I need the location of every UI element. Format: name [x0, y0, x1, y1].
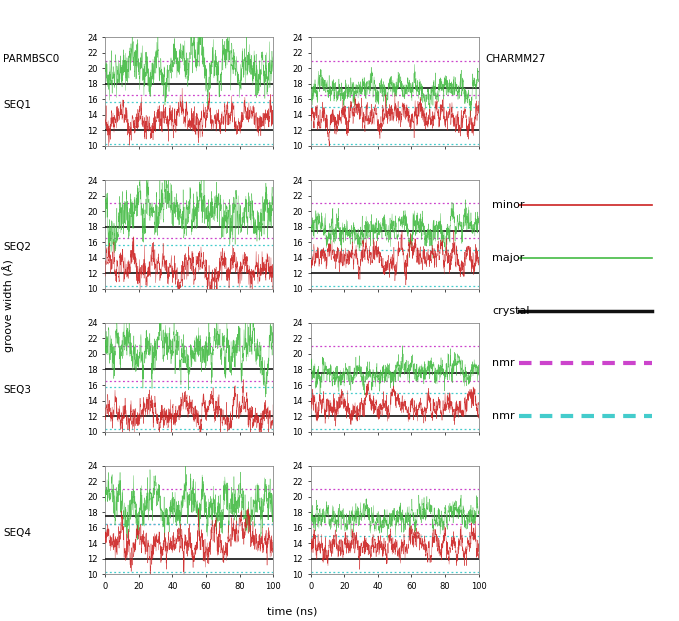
Text: major: major — [492, 253, 524, 263]
Text: SEQ4: SEQ4 — [3, 528, 31, 538]
Text: CHARMM27: CHARMM27 — [485, 53, 546, 63]
Text: SEQ2: SEQ2 — [3, 242, 31, 253]
Text: PARMBSC0: PARMBSC0 — [3, 53, 60, 63]
Text: SEQ3: SEQ3 — [3, 385, 31, 396]
Text: groove width (Å): groove width (Å) — [2, 260, 14, 352]
Text: nmr: nmr — [492, 358, 515, 368]
Text: SEQ1: SEQ1 — [3, 99, 31, 110]
Text: minor: minor — [492, 200, 525, 210]
Text: time (ns): time (ns) — [267, 606, 317, 616]
Text: nmr: nmr — [492, 411, 515, 421]
Text: crystal: crystal — [492, 306, 530, 315]
